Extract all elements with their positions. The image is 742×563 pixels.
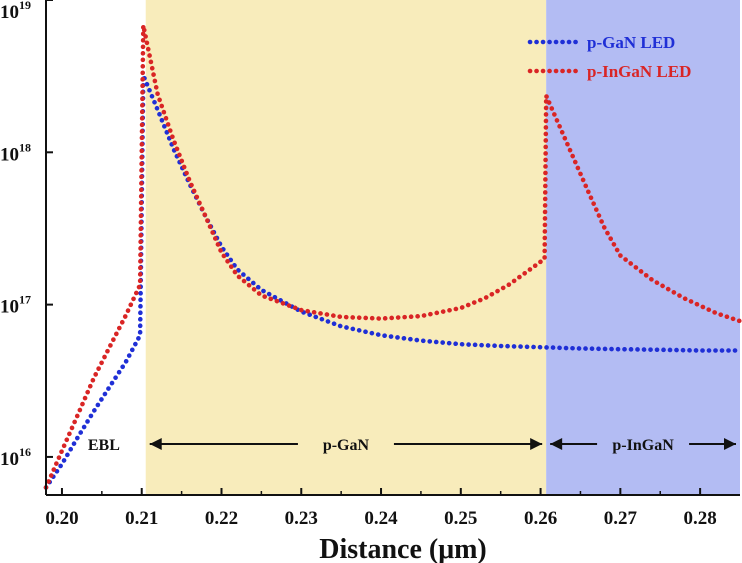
region-band-ebl (46, 0, 146, 495)
x-tick-label: 0.26 (524, 508, 557, 529)
region-annotations: EBL p-GaN p-InGaN (88, 437, 736, 454)
p-gan-arrow-right-head (530, 438, 543, 450)
x-tick-label: 0.25 (444, 508, 477, 529)
x-tick-label: 0.23 (285, 508, 318, 529)
x-axis-title: Distance (μm) (319, 534, 487, 563)
series-layer (43, 23, 742, 490)
x-tick-label: 0.22 (205, 508, 238, 529)
series-line-p-ingan-led (43, 23, 742, 490)
region-band-p-ingan (546, 0, 740, 495)
y-tick-labels: 1016 1017 1018 1019 (0, 0, 31, 470)
region-band-p-gan (145, 0, 547, 495)
p-gan-arrow-left-head (149, 438, 162, 450)
y-tick-label: 1016 (0, 445, 31, 470)
region-label-p-gan: p-GaN (323, 437, 370, 454)
x-tick-label: 0.20 (45, 508, 78, 529)
y-tick-label: 1018 (0, 140, 31, 165)
x-tick-label: 0.21 (125, 508, 158, 529)
series-line-p-gan-led (43, 73, 742, 490)
x-tick-label: 0.28 (683, 508, 716, 529)
x-tick-labels: 0.20 0.21 0.22 0.23 0.24 0.25 0.26 0.27 0.28 (45, 508, 716, 529)
legend-label-p-gan-led: p-GaN LED (587, 33, 675, 52)
region-backgrounds (46, 0, 740, 495)
region-label-p-ingan: p-InGaN (612, 437, 674, 454)
x-tick-label: 0.27 (604, 508, 638, 529)
legend: p-GaN LED p-InGaN LED (527, 33, 691, 81)
p-ingan-arrow-left-head (550, 438, 563, 450)
x-tick-label: 0.24 (364, 508, 398, 529)
y-tick-label: 1017 (0, 293, 31, 318)
axes (45, 0, 740, 496)
region-label-ebl: EBL (88, 437, 120, 454)
p-ingan-arrow-right-head (724, 438, 736, 450)
y-tick-label: 1019 (0, 0, 31, 23)
legend-label-p-ingan-led: p-InGaN LED (587, 62, 691, 81)
